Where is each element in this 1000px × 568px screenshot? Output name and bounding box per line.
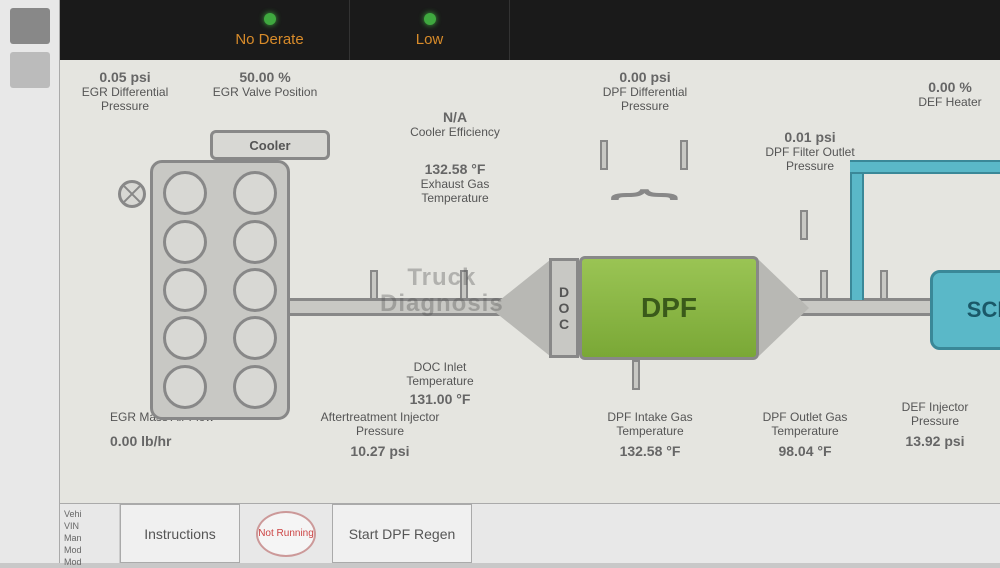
rail-icon-2[interactable] [10,52,50,88]
doc-inlet-cone [490,260,550,356]
reading-dpf-dp: 0.00 psi DPF Differential Pressure [580,70,710,113]
reading-dpf-in-t: DPF Intake Gas Temperature 132.58 °F [580,410,720,459]
bottom-bar: Vehi VIN Man Mod Mod Instructions Not Ru… [60,503,1000,563]
sensor-icon [820,270,828,300]
reading-dpf-outlet-p: 0.01 psi DPF Filter Outlet Pressure [760,130,860,173]
scr-box: SCR [930,270,1000,350]
diagram-canvas: 0.05 psi EGR Differential Pressure 50.00… [60,60,1000,503]
sensor-icon [370,270,378,300]
led-icon [264,13,276,25]
sensor-icon [460,270,468,300]
dpf-body: DPF [579,256,759,360]
meta-labels: Vehi VIN Man Mod Mod [60,504,120,563]
rail-icon-truck[interactable] [10,8,50,44]
instructions-button[interactable]: Instructions [120,504,240,563]
status-low-label: Low [416,31,444,48]
engine-block [150,160,290,420]
reading-dpf-out-t: DPF Outlet Gas Temperature 98.04 °F [740,410,870,459]
reading-def-inj-p: DEF Injector Pressure 13.92 psi [880,400,990,449]
sensor-icon [600,140,608,170]
sensor-icon [800,210,808,240]
reading-cooler-eff: N/A Cooler Efficiency [390,110,520,139]
doc-box: DOC [549,258,579,358]
led-icon [424,13,436,25]
sensor-icon [632,360,640,390]
reading-doc-inlet-t: DOC Inlet Temperature 131.00 °F [380,360,500,407]
reading-def-heater: 0.00 % DEF Heater [900,80,1000,109]
def-pipe-horizontal [850,160,1000,174]
start-dpf-regen-button[interactable]: Start DPF Regen [332,504,472,563]
reading-egr-valve: 50.00 % EGR Valve Position [200,70,330,99]
egr-cooler: Cooler [210,130,330,160]
left-toolbar [0,0,60,563]
status-derate-label: No Derate [235,31,303,48]
status-derate: No Derate [190,0,350,60]
egr-valve-icon [118,180,146,208]
reading-inj-press: Aftertreatment Injector Pressure 10.27 p… [310,410,450,459]
reading-egr-dp: 0.05 psi EGR Differential Pressure [80,70,170,113]
sensor-icon [680,140,688,170]
dpf-outlet-cone [759,260,809,356]
status-low: Low [350,0,510,60]
status-bar: No Derate Low [60,0,1000,60]
def-pipe-vertical [850,160,864,300]
not-running-indicator: Not Running [256,511,316,557]
reading-exhaust-t: 132.58 °F Exhaust Gas Temperature [390,162,520,205]
sensor-icon [880,270,888,300]
brace-icon: ⏞ [610,190,679,246]
